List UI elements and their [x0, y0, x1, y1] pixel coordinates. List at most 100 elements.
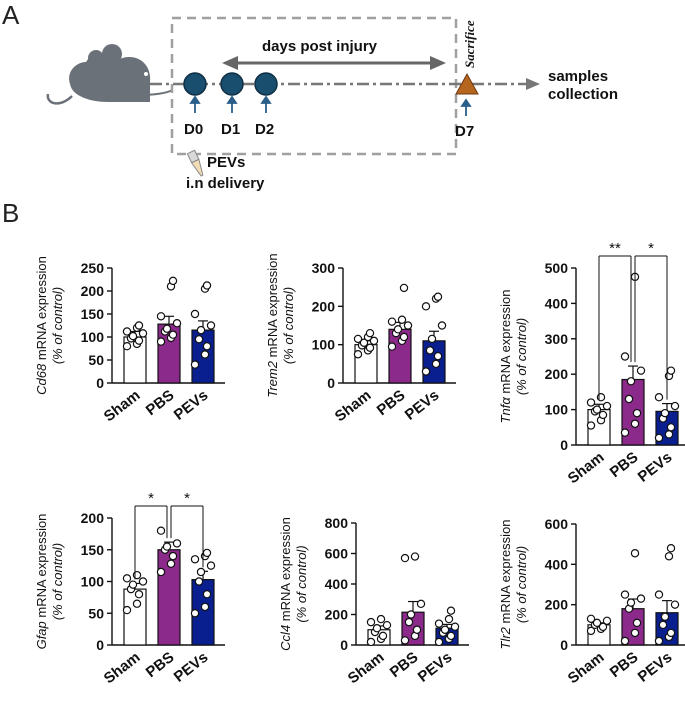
data-point — [134, 336, 144, 345]
y-axis-label: Gfap mRNA expression — [34, 514, 49, 650]
category-label: PBS — [387, 649, 422, 681]
data-point — [122, 327, 132, 336]
data-point — [194, 335, 204, 344]
sacrifice-triangle — [455, 72, 479, 95]
y-tick-label: 300 — [545, 331, 569, 347]
mouse-icon — [46, 44, 173, 105]
data-point — [664, 552, 674, 561]
data-point — [658, 620, 668, 630]
y-axis-label-units: (% of control) — [50, 543, 65, 620]
data-point — [592, 405, 602, 414]
y-tick-label: 0 — [96, 375, 104, 391]
data-point — [382, 620, 392, 630]
y-tick-label: 0 — [327, 375, 335, 391]
data-point — [376, 614, 386, 624]
data-point — [399, 332, 409, 342]
data-point — [166, 559, 176, 568]
chart-cd68: 0 50 100 150 200 250 Cd68 mRNA expression (% of… — [34, 256, 225, 425]
samples-label-line2: collection — [548, 86, 618, 103]
pevs-label-line2: i.n delivery — [186, 175, 265, 192]
y-axis-label: Trem2 mRNA expression — [265, 253, 280, 397]
data-point — [138, 329, 148, 338]
category-label: PEVs — [171, 649, 212, 686]
days-post-injury-arrow — [222, 56, 446, 70]
data-point — [353, 350, 363, 359]
category-label: Sham — [565, 649, 608, 688]
data-point — [202, 342, 212, 351]
data-point — [632, 618, 642, 628]
data-point — [433, 292, 443, 301]
data-point — [620, 352, 630, 361]
data-point — [122, 605, 132, 615]
chart-ccl4: 0 200 400 600 800 Ccl4 mRNA expression (% of c… — [278, 515, 469, 687]
data-point — [586, 421, 596, 430]
day2-dot — [254, 72, 278, 96]
data-point — [387, 317, 397, 326]
data-point — [134, 321, 144, 330]
data-point — [168, 330, 178, 339]
data-point — [190, 555, 200, 564]
y-tick-label: 800 — [325, 515, 349, 531]
data-point — [425, 346, 435, 355]
data-point — [670, 600, 680, 609]
y-tick-label: 200 — [325, 607, 349, 623]
data-point — [410, 552, 420, 561]
data-point — [162, 324, 172, 333]
data-point — [168, 551, 178, 561]
data-point — [670, 401, 680, 411]
data-point — [168, 276, 178, 286]
data-point — [620, 590, 630, 599]
y-tick-label: 200 — [545, 366, 569, 382]
y-tick-label: 600 — [545, 516, 569, 532]
data-point — [162, 542, 172, 551]
day-label-2: D2 — [255, 121, 274, 138]
y-tick-label: 400 — [545, 556, 569, 572]
data-point — [138, 577, 148, 586]
data-point — [134, 590, 144, 599]
category-label: Sham — [332, 387, 375, 426]
data-point — [654, 393, 664, 402]
data-point — [353, 334, 363, 344]
data-point — [586, 614, 596, 623]
category-label: PEVs — [171, 387, 212, 424]
data-point — [626, 377, 636, 386]
category-label: Sham — [101, 387, 144, 426]
data-point — [400, 636, 410, 645]
data-point — [433, 351, 443, 361]
day1-dot — [220, 72, 244, 96]
y-axis-label: Tlr2 mRNA expression — [498, 519, 513, 649]
data-point — [427, 334, 437, 344]
data-point — [190, 309, 200, 319]
data-point — [156, 337, 166, 346]
y-tick-label: 100 — [81, 574, 105, 590]
y-tick-label: 200 — [81, 283, 105, 299]
data-point — [632, 408, 642, 418]
data-point — [440, 625, 450, 634]
panel-b-letter: B — [2, 198, 19, 228]
y-axis-label-units: (% of control) — [514, 318, 529, 395]
category-label: PEVs — [635, 449, 676, 486]
data-point — [434, 637, 444, 647]
data-point — [400, 553, 410, 563]
data-point — [620, 636, 630, 646]
y-axis-label-units: (% of control) — [281, 287, 296, 364]
data-point — [664, 430, 674, 439]
data-point — [194, 577, 204, 586]
data-point — [403, 321, 413, 330]
y-axis-label: Cd68 mRNA expression — [34, 256, 49, 395]
data-point — [132, 570, 142, 580]
chart-tlr2: 0 200 400 600 Tlr2 mRNA expression (% of cont… — [498, 516, 685, 687]
data-point — [404, 617, 414, 627]
sig-label: * — [648, 240, 654, 257]
data-point — [602, 616, 612, 626]
data-point — [666, 423, 676, 432]
y-tick-label: 150 — [81, 542, 105, 558]
timeline-arrowhead — [526, 78, 540, 90]
data-point — [421, 367, 431, 376]
y-tick-label: 100 — [312, 337, 336, 353]
data-point — [156, 567, 166, 577]
data-point — [636, 594, 646, 603]
y-tick-label: 100 — [545, 402, 569, 418]
data-point — [624, 394, 634, 404]
